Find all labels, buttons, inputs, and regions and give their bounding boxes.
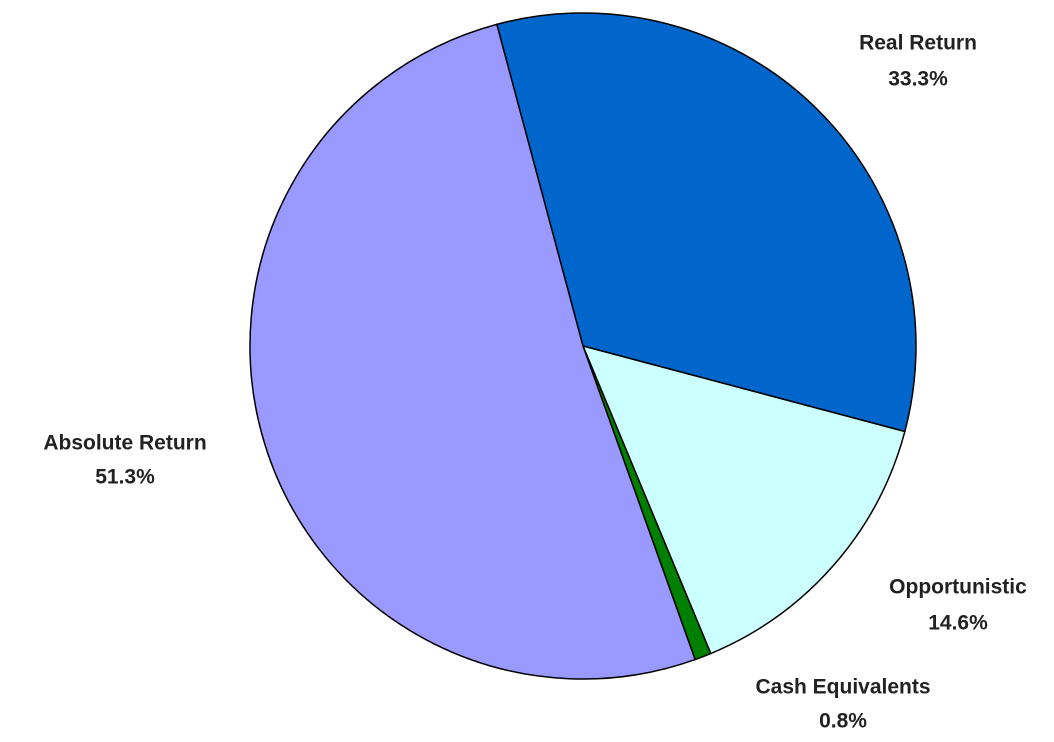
slice-value-label: 14.6% [928,612,988,635]
slice-label: Opportunistic [889,576,1027,599]
pie-slice [495,12,917,433]
slice-value-label: 51.3% [95,466,155,489]
slice-value-label: 33.3% [888,68,948,91]
slice-label: Real Return [859,32,977,55]
slice-value-label: 0.8% [819,710,867,733]
pie-slice [249,23,697,680]
slice-label: Absolute Return [43,432,206,455]
pie-slice [581,344,906,655]
slice-label: Cash Equivalents [755,676,930,699]
